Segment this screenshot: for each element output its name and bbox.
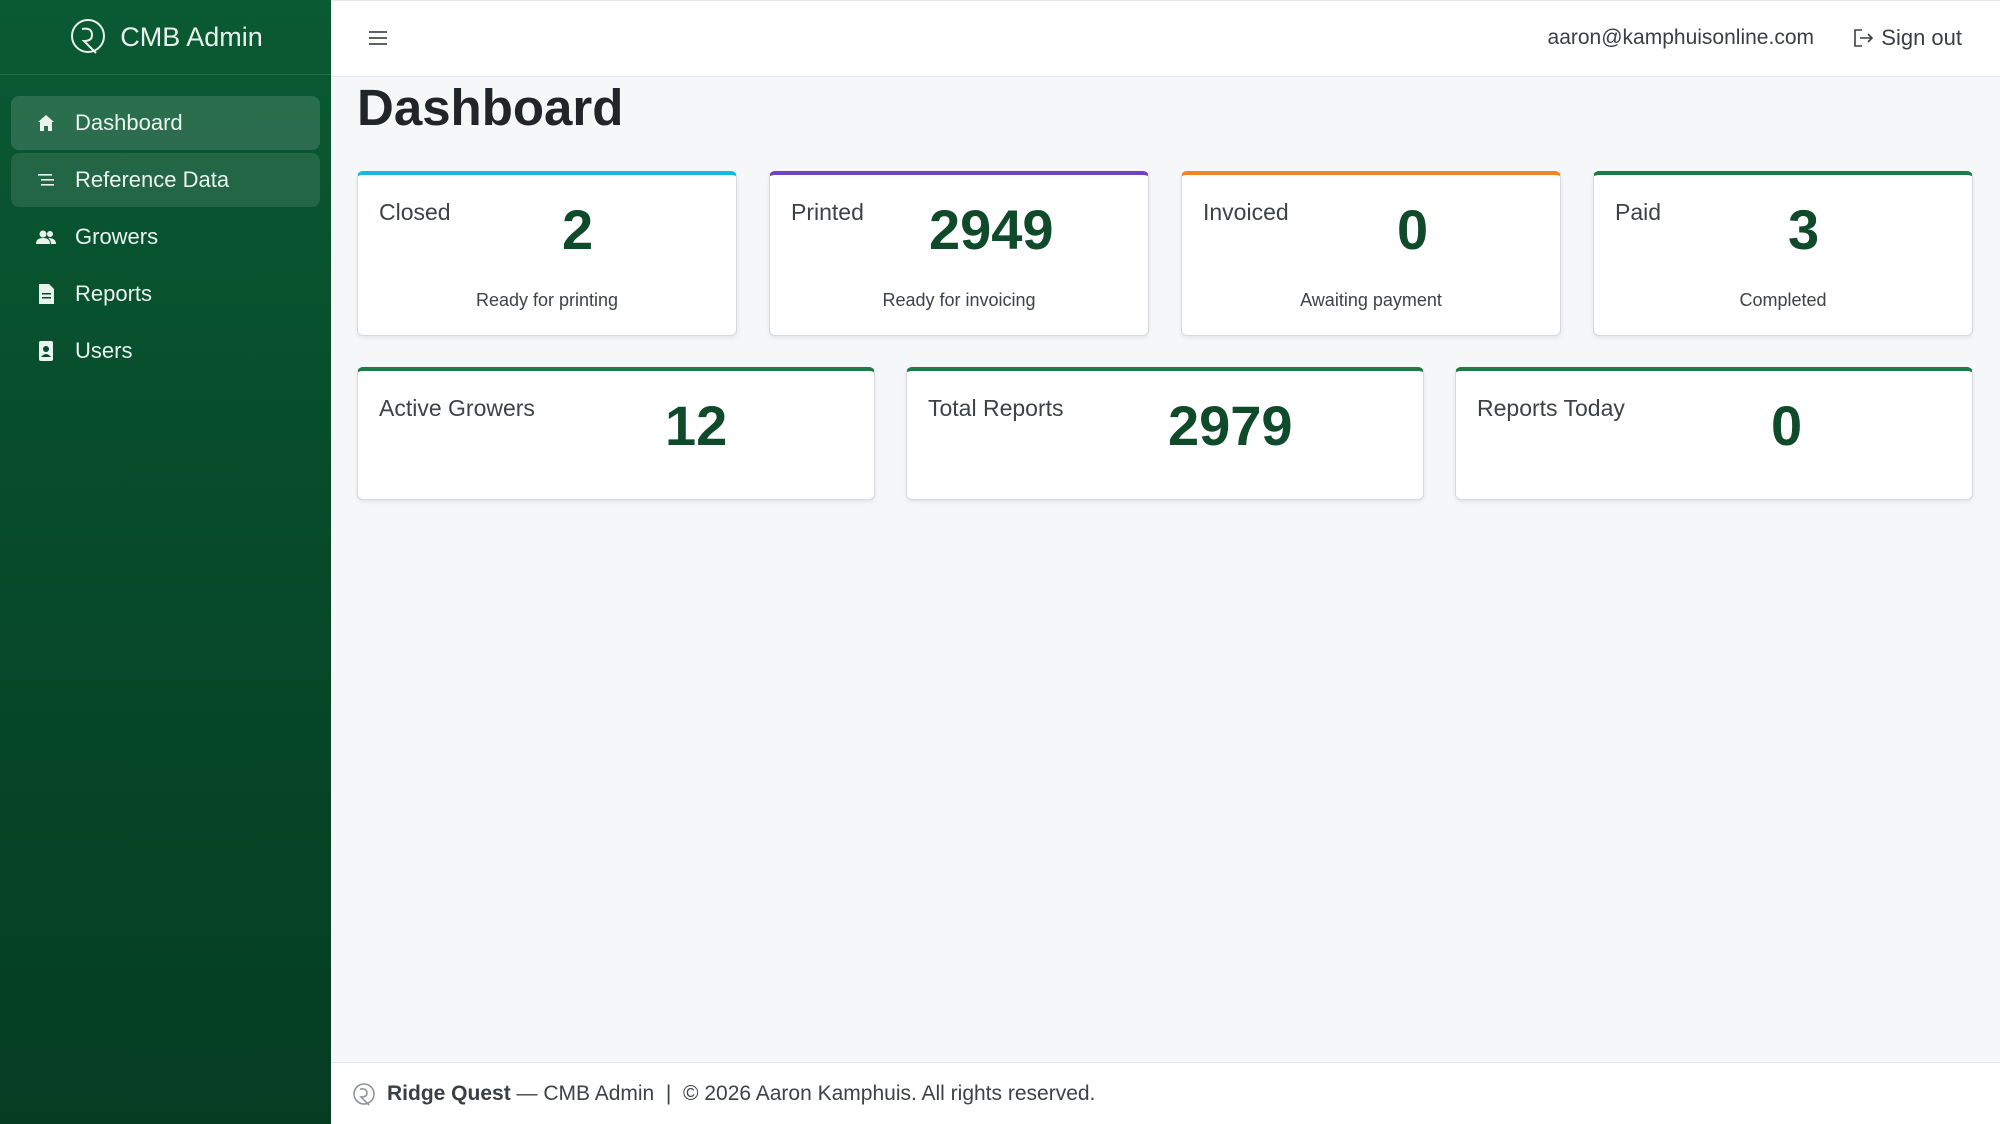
card-value: 2 xyxy=(562,198,594,261)
stat-card-total-reports: Total Reports 2979 xyxy=(906,367,1424,500)
card-value: 0 xyxy=(1771,394,1803,457)
sidebar-item-label: Users xyxy=(75,338,133,363)
user-email: aaron@kamphuisonline.com xyxy=(1547,26,1814,49)
users-icon xyxy=(35,226,57,248)
sidebar-item-dashboard[interactable]: Dashboard xyxy=(11,96,320,150)
status-card-invoiced: Invoiced 0 Awaiting payment xyxy=(1181,171,1561,336)
sidebar-item-reports[interactable]: Reports xyxy=(11,267,320,321)
home-icon xyxy=(35,112,57,134)
status-card-paid: Paid 3 Completed xyxy=(1593,171,1973,336)
card-label: Reports Today xyxy=(1477,395,1625,421)
status-card-printed: Printed 2949 Ready for invoicing xyxy=(769,171,1149,336)
footer-logo-icon xyxy=(353,1082,375,1106)
stat-card-active-growers: Active Growers 12 xyxy=(357,367,875,500)
card-label: Closed xyxy=(379,199,451,225)
sidebar-item-label: Reports xyxy=(75,281,153,306)
card-subtitle: Ready for invoicing xyxy=(882,290,1036,310)
id-badge-icon xyxy=(35,340,57,362)
sidebar-item-label: Reference Data xyxy=(75,167,230,192)
sign-out-icon xyxy=(1854,29,1874,47)
footer-brand: Ridge Quest xyxy=(387,1081,511,1105)
logo-icon xyxy=(71,19,106,54)
footer: Ridge Quest — CMB Admin | © 2026 Aaron K… xyxy=(331,1062,2000,1124)
sidebar-item-users[interactable]: Users xyxy=(11,324,320,378)
card-label: Active Growers xyxy=(379,395,535,421)
brand-name: CMB Admin xyxy=(120,21,263,52)
stat-card-reports-today: Reports Today 0 xyxy=(1455,367,1973,500)
card-value: 3 xyxy=(1788,198,1820,261)
card-label: Printed xyxy=(791,199,864,225)
brand[interactable]: CMB Admin xyxy=(0,0,331,75)
sidebar-item-label: Growers xyxy=(75,224,159,249)
top-bar: aaron@kamphuisonline.com Sign out xyxy=(331,0,2000,77)
list-icon xyxy=(35,169,57,191)
footer-text: — CMB Admin | © 2026 Aaron Kamphuis. All… xyxy=(516,1081,1096,1105)
card-value: 2979 xyxy=(1168,394,1293,457)
card-subtitle: Awaiting payment xyxy=(1300,290,1442,310)
card-subtitle: Completed xyxy=(1739,290,1827,310)
card-label: Paid xyxy=(1615,199,1662,225)
card-value: 12 xyxy=(665,394,728,457)
card-value: 0 xyxy=(1397,198,1429,261)
sidebar-item-growers[interactable]: Growers xyxy=(11,210,320,264)
document-icon xyxy=(35,283,57,305)
sidebar: CMB Admin Dashboard Reference Data Growe… xyxy=(0,0,331,1124)
card-subtitle: Ready for printing xyxy=(475,290,619,310)
card-value: 2949 xyxy=(929,198,1054,261)
sign-out-label: Sign out xyxy=(1881,25,1962,50)
sidebar-item-label: Dashboard xyxy=(75,110,183,135)
sidebar-nav: Dashboard Reference Data Growers Reports… xyxy=(0,75,331,378)
sidebar-item-reference-data[interactable]: Reference Data xyxy=(11,153,320,207)
menu-toggle-icon[interactable] xyxy=(369,27,387,49)
status-card-closed: Closed 2 Ready for printing xyxy=(357,171,737,336)
sign-out-button[interactable]: Sign out xyxy=(1853,25,1962,51)
page-title: Dashboard xyxy=(357,79,624,136)
card-label: Invoiced xyxy=(1203,199,1289,225)
card-label: Total Reports xyxy=(928,395,1064,421)
